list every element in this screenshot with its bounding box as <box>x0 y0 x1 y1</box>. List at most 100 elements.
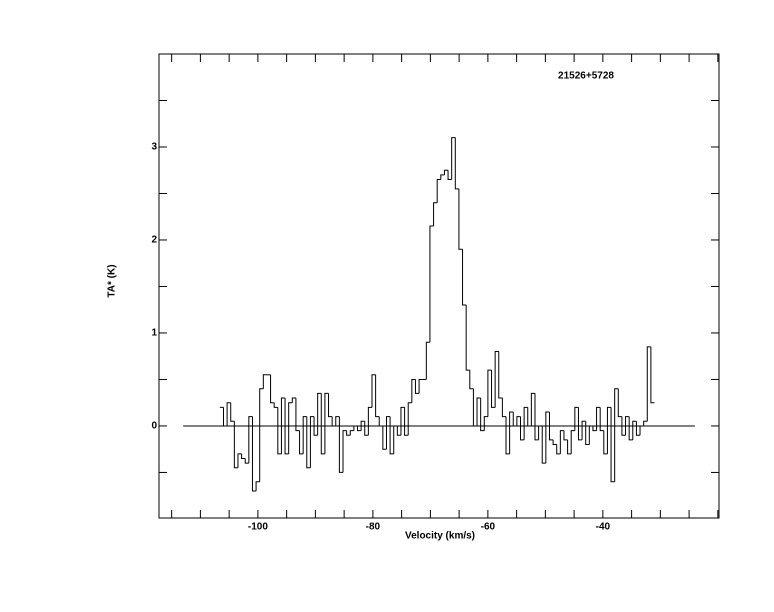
spectrum-channel <box>317 392 322 436</box>
spectrum-channel <box>592 425 597 432</box>
spectrum-channel <box>306 416 311 469</box>
spectrum-channel <box>559 430 564 454</box>
spectrum-channel <box>226 402 231 426</box>
spectrum-channel <box>273 402 278 408</box>
x-tick-label: -100 <box>248 522 268 533</box>
spectrum-channel <box>418 378 423 394</box>
spectrum-channel <box>585 421 590 446</box>
spectrum-channel <box>371 374 376 408</box>
spectrum-channel <box>443 169 449 175</box>
spectrum-channel <box>581 420 586 440</box>
spectrum-channel <box>331 416 336 427</box>
spectrum-channel <box>548 411 554 441</box>
spectrum-channel <box>295 398 300 432</box>
spectrum-channel <box>650 346 655 404</box>
x-tick-label: -40 <box>596 522 611 533</box>
spectrum-channel <box>462 249 467 306</box>
spectrum-channel <box>280 397 286 454</box>
spectrum-channel <box>534 393 539 441</box>
spectrum-channel <box>476 397 481 426</box>
spectrum-channel <box>556 444 561 455</box>
spectrum-channel <box>523 406 528 440</box>
spectrum-channel <box>248 416 253 464</box>
spectrum-channel <box>509 411 514 454</box>
spectrum-channel <box>480 398 485 432</box>
spectrum-channel <box>404 407 409 436</box>
spectrum-channel <box>425 341 430 380</box>
spectrum-channel <box>222 407 228 427</box>
spectrum-channel <box>346 430 351 436</box>
spectrum-channel <box>342 430 347 473</box>
spectrum-channel <box>646 346 651 422</box>
spectrum-channel <box>328 393 333 418</box>
spectrum-channel <box>538 425 543 440</box>
spectrum-channel <box>411 378 416 403</box>
spectrum-channel <box>603 430 608 455</box>
spectrum-channel <box>552 439 557 446</box>
spectrum-channel <box>400 406 405 436</box>
spectrum-channel <box>574 406 579 431</box>
spectrum-channel <box>599 407 604 432</box>
y-tick-label: 2 <box>151 235 157 246</box>
spectrum-channel <box>233 421 238 469</box>
spectrum-channel <box>262 374 267 389</box>
spectrum-channel <box>349 430 354 436</box>
y-tick-label: 1 <box>151 328 157 339</box>
spectrum-channel <box>491 370 496 408</box>
spectrum-channel <box>385 416 391 450</box>
spectrum-channel <box>230 402 235 422</box>
spectrum-channel <box>545 411 550 464</box>
spectrum-channel <box>299 430 304 455</box>
spectrum-channel <box>270 374 275 404</box>
spectrum-channel <box>625 416 630 436</box>
spectrum-channel <box>320 393 325 455</box>
spectrum-channel <box>255 481 260 492</box>
spectrum-channel <box>541 425 546 464</box>
spectrum-channel <box>487 369 492 417</box>
spectrum-channel <box>519 416 525 441</box>
spectrum-channel <box>606 406 612 454</box>
spectrum-channel <box>393 425 398 454</box>
spectrum-channel <box>335 416 340 426</box>
spectrum-channel <box>367 406 372 436</box>
x-tick-label: -60 <box>481 522 496 533</box>
spectrum-channel <box>516 416 521 426</box>
spectrum-channel <box>378 416 383 427</box>
spectrum-channel <box>458 188 463 250</box>
spectrum-channel <box>364 421 369 436</box>
spectrum-channel <box>251 416 257 492</box>
spectrum-channel <box>483 416 488 431</box>
spectrum-channel <box>643 420 648 426</box>
spectrum-channel <box>596 406 601 431</box>
spectrum-channel <box>451 137 456 180</box>
spectrum-channel <box>527 407 532 427</box>
spectrum-channel <box>259 388 264 482</box>
spectrum-channel <box>498 351 503 399</box>
spectrum-channel <box>570 430 575 454</box>
spectrum-channel <box>375 374 380 418</box>
spectrum-channel <box>309 416 315 468</box>
spectrum-channel <box>635 421 641 436</box>
spectrum-channel <box>494 351 499 408</box>
spectrum-channel <box>447 170 452 181</box>
spectrum-channel <box>563 430 568 441</box>
spectrum-channel <box>501 398 507 418</box>
spectrum-channel <box>353 425 358 431</box>
spectrum-channel <box>639 425 644 436</box>
y-tick-label: 3 <box>151 142 157 153</box>
spectrum-channel <box>610 407 615 483</box>
spectrum-channel <box>621 416 626 436</box>
spectrum-channel <box>407 402 412 436</box>
spectrum-channel <box>237 453 242 468</box>
spectrum-channel <box>469 370 474 390</box>
spectrum-channel <box>396 425 401 436</box>
spectrum-channel <box>505 416 510 455</box>
spectrum-channel <box>244 458 249 464</box>
spectrum-channel <box>313 416 318 436</box>
spectrum-channel <box>382 425 387 450</box>
spectrum-channel <box>277 407 282 455</box>
y-tick-label: 0 <box>151 421 157 432</box>
spectrum-channel <box>414 379 420 394</box>
chart-title: 21526+5728 <box>558 71 614 82</box>
